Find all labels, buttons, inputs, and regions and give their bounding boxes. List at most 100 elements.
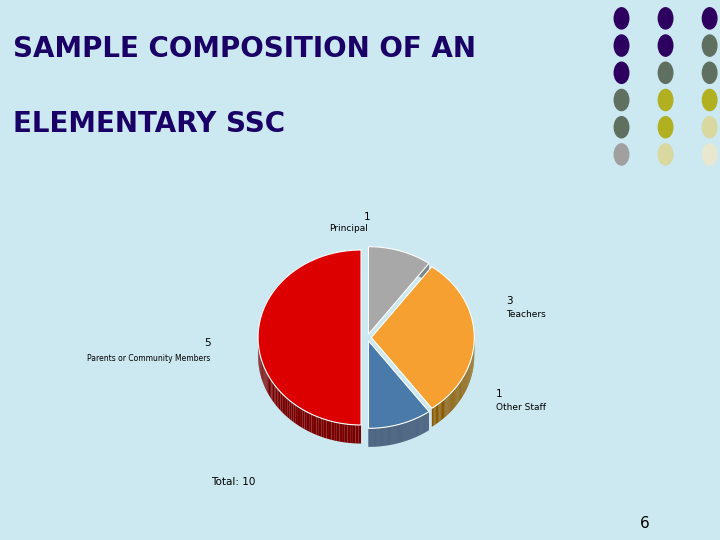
Polygon shape <box>264 368 266 389</box>
Polygon shape <box>437 270 438 289</box>
Polygon shape <box>286 276 288 296</box>
Text: Total: 10: Total: 10 <box>211 477 255 487</box>
Polygon shape <box>284 396 286 416</box>
Text: 1: 1 <box>364 212 371 222</box>
Circle shape <box>658 8 672 29</box>
Circle shape <box>614 117 629 138</box>
Polygon shape <box>276 287 277 307</box>
Polygon shape <box>298 407 300 427</box>
Polygon shape <box>271 293 273 313</box>
Polygon shape <box>326 420 329 439</box>
Polygon shape <box>286 397 288 417</box>
Polygon shape <box>281 392 282 413</box>
Polygon shape <box>339 252 342 271</box>
Text: Principal: Principal <box>329 224 368 233</box>
Polygon shape <box>442 274 443 293</box>
Polygon shape <box>459 382 460 402</box>
Polygon shape <box>451 283 453 302</box>
Polygon shape <box>441 273 442 292</box>
Polygon shape <box>345 424 348 443</box>
Polygon shape <box>455 388 456 407</box>
Polygon shape <box>288 399 289 419</box>
Polygon shape <box>342 251 345 270</box>
Polygon shape <box>342 423 345 442</box>
Circle shape <box>614 8 629 29</box>
Polygon shape <box>453 284 454 303</box>
Circle shape <box>658 90 672 111</box>
Polygon shape <box>350 424 353 443</box>
Polygon shape <box>356 250 359 269</box>
Polygon shape <box>309 413 312 433</box>
Polygon shape <box>439 272 441 292</box>
Polygon shape <box>273 382 274 403</box>
Polygon shape <box>326 254 329 274</box>
Polygon shape <box>350 250 353 269</box>
Polygon shape <box>312 260 314 279</box>
Circle shape <box>703 62 717 83</box>
Polygon shape <box>269 296 270 317</box>
Polygon shape <box>446 396 448 416</box>
Circle shape <box>658 35 672 56</box>
Polygon shape <box>268 374 269 395</box>
Polygon shape <box>266 372 268 393</box>
Polygon shape <box>258 250 361 425</box>
Polygon shape <box>353 250 356 269</box>
Polygon shape <box>372 267 474 408</box>
Circle shape <box>658 117 672 138</box>
Polygon shape <box>302 409 305 429</box>
Circle shape <box>614 35 629 56</box>
Polygon shape <box>274 288 276 309</box>
Polygon shape <box>459 292 460 312</box>
Polygon shape <box>463 298 464 318</box>
Polygon shape <box>316 416 319 436</box>
Polygon shape <box>359 250 361 268</box>
Polygon shape <box>329 421 331 440</box>
Circle shape <box>614 90 629 111</box>
Text: 6: 6 <box>639 516 649 531</box>
Polygon shape <box>334 253 337 272</box>
Polygon shape <box>268 299 269 319</box>
Polygon shape <box>277 285 279 305</box>
Polygon shape <box>454 389 455 408</box>
Polygon shape <box>444 399 446 418</box>
Polygon shape <box>462 377 463 397</box>
Polygon shape <box>274 384 276 405</box>
Polygon shape <box>434 406 436 425</box>
Polygon shape <box>319 417 321 437</box>
Polygon shape <box>312 414 314 434</box>
Polygon shape <box>263 309 264 330</box>
Text: Teachers: Teachers <box>506 310 546 319</box>
Polygon shape <box>443 275 444 294</box>
Polygon shape <box>462 297 463 316</box>
Polygon shape <box>270 379 271 399</box>
Polygon shape <box>432 267 433 286</box>
Polygon shape <box>321 256 324 275</box>
Polygon shape <box>307 262 309 282</box>
Polygon shape <box>289 401 292 421</box>
Polygon shape <box>331 421 334 441</box>
Polygon shape <box>345 251 348 269</box>
Polygon shape <box>270 294 271 315</box>
Polygon shape <box>314 259 316 278</box>
Polygon shape <box>321 418 324 437</box>
Polygon shape <box>279 390 281 410</box>
Polygon shape <box>450 281 451 300</box>
Polygon shape <box>433 267 434 287</box>
Polygon shape <box>294 270 296 290</box>
Polygon shape <box>449 394 450 414</box>
Polygon shape <box>314 415 316 435</box>
Polygon shape <box>316 258 319 277</box>
Polygon shape <box>279 283 281 303</box>
Polygon shape <box>433 407 434 426</box>
Polygon shape <box>434 268 436 288</box>
Polygon shape <box>449 280 450 299</box>
Polygon shape <box>446 278 448 297</box>
Polygon shape <box>453 390 454 409</box>
Polygon shape <box>463 376 464 395</box>
Polygon shape <box>305 263 307 283</box>
Text: 5: 5 <box>204 338 211 348</box>
Circle shape <box>703 8 717 29</box>
Polygon shape <box>457 289 459 309</box>
Polygon shape <box>369 247 429 334</box>
Polygon shape <box>359 425 361 443</box>
